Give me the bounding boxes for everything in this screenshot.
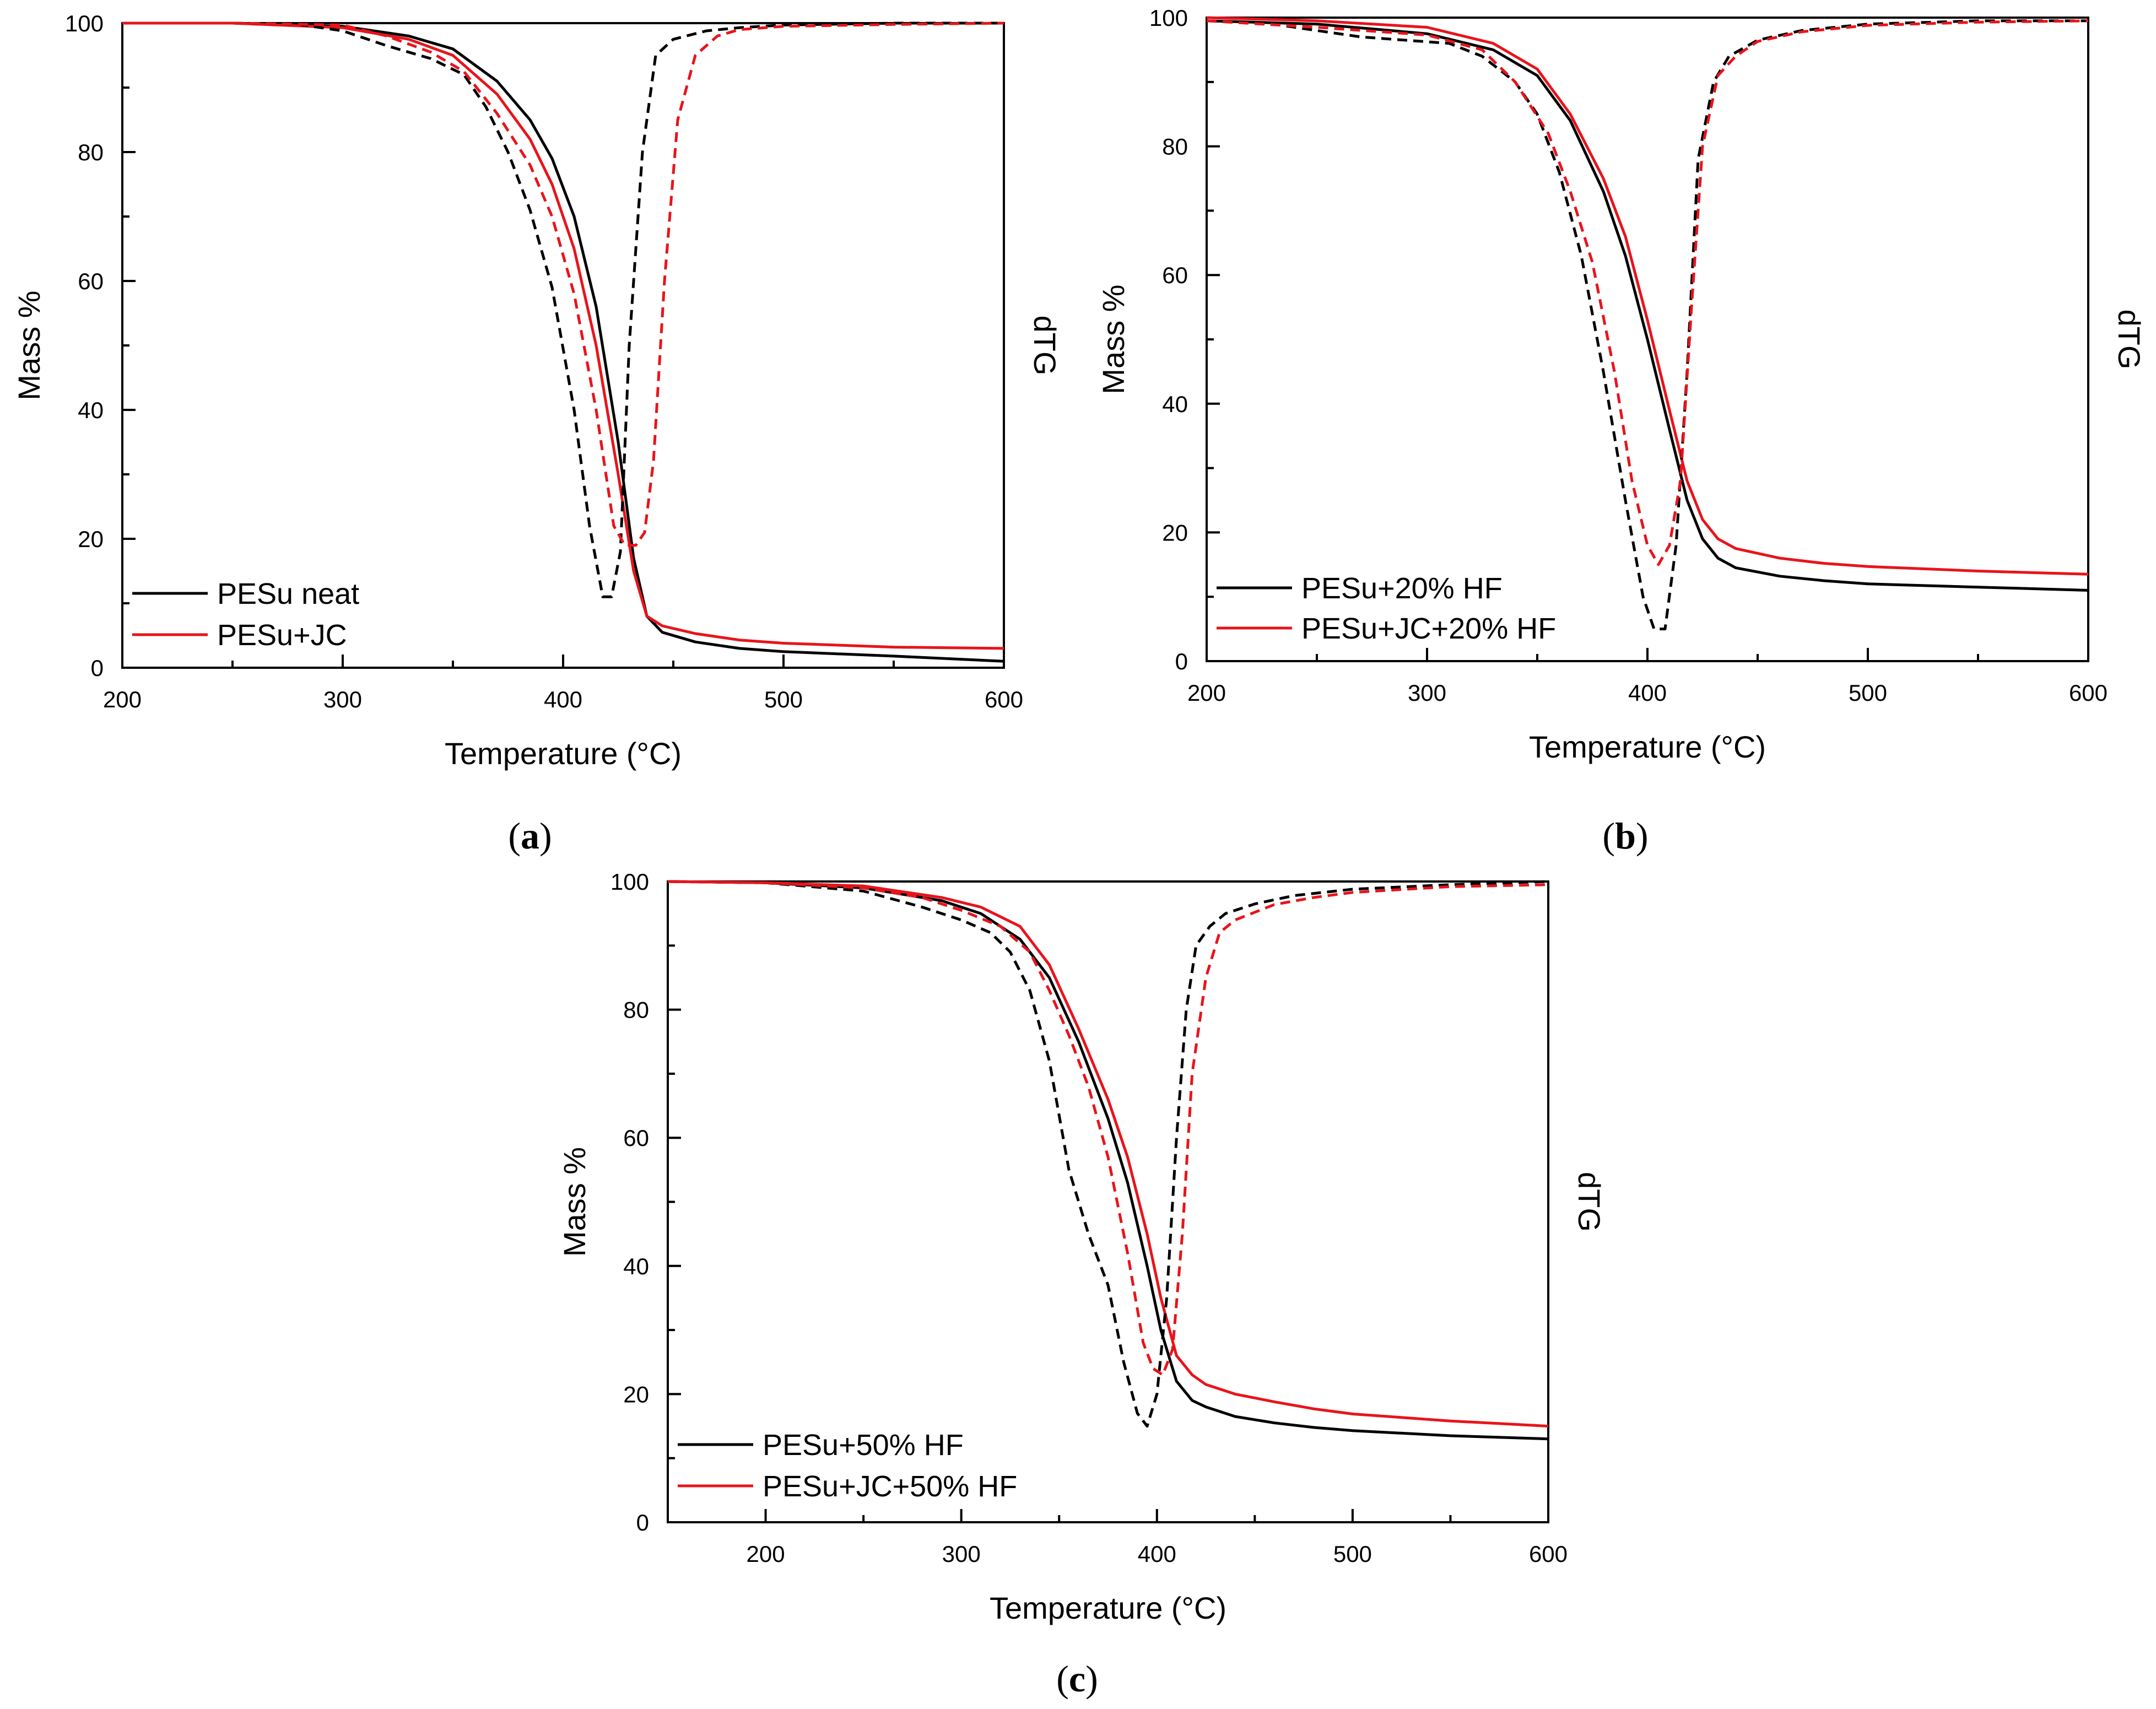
y-tick-label: 0	[1175, 648, 1188, 674]
y-tick-label: 60	[1162, 262, 1188, 288]
panel-label: (c)	[1056, 1658, 1098, 1700]
y-axis-title: Mass %	[12, 290, 46, 400]
panel-label-close-paren: )	[539, 815, 552, 857]
y-tick-label: 100	[65, 10, 104, 36]
y-tick-label: 40	[623, 1253, 649, 1279]
dtg-series-line-red	[122, 21, 1004, 547]
x-tick-label: 600	[2069, 680, 2108, 706]
x-tick-label: 500	[1333, 1541, 1372, 1567]
x-tick-label: 300	[323, 686, 362, 712]
legend: PESu neat PESu+JC	[132, 577, 359, 652]
panel-label-open-paren: (	[1602, 815, 1615, 857]
x-tick-label: 600	[1529, 1541, 1568, 1567]
x-tick-label: 200	[747, 1541, 785, 1567]
legend-label: PESu+JC	[217, 619, 347, 652]
y-tick-label: 20	[1162, 520, 1188, 545]
panel-label-letter: a	[521, 815, 539, 857]
plot-frame	[667, 880, 1549, 1523]
x-tick-label: 400	[1628, 680, 1667, 706]
y-tick-label: 0	[91, 655, 104, 681]
x-tick-label: 300	[942, 1541, 981, 1567]
chart-panel-a: 200 300 400 500 600 0 20 40 60 80 100 Temperature (…	[12, 10, 1062, 857]
x-axis-title: Temperature (°C)	[990, 1591, 1226, 1625]
x-tick-label: 500	[1849, 680, 1887, 706]
y-tick-label: 80	[623, 997, 649, 1023]
y-tick-label: 80	[1162, 134, 1188, 160]
x-axis-title: Temperature (°C)	[445, 736, 682, 771]
panel-label-close-paren: )	[1085, 1658, 1098, 1700]
y-tick-label: 60	[623, 1125, 649, 1151]
y-tick-label: 40	[1162, 391, 1188, 417]
panel-label-open-paren: (	[508, 815, 521, 857]
legend: PESu+50% HF PESu+JC+50% HF	[678, 1429, 1017, 1503]
x-tick-label: 400	[544, 686, 582, 712]
mass-series-line-red	[1207, 16, 2088, 576]
x-tick-label: 300	[1408, 680, 1446, 706]
chart-panel-c: 200 300 400 500 600 0 20 40 60 80 100 Temperature (…	[557, 869, 1607, 1700]
panel-label-close-paren: )	[1636, 815, 1649, 857]
legend-label: PESu+JC+20% HF	[1301, 612, 1556, 645]
x-axis-title: Temperature (°C)	[1529, 729, 1766, 764]
dtg-series-line-black	[122, 21, 1004, 598]
panel-label-letter: c	[1069, 1658, 1085, 1700]
x-tick-label: 400	[1138, 1541, 1176, 1567]
legend-label: PESu+50% HF	[763, 1429, 964, 1462]
y2-axis-title: dTG	[2112, 310, 2147, 370]
panel-label-open-paren: (	[1056, 1658, 1069, 1700]
x-tick-label: 200	[103, 686, 142, 712]
y-tick-label: 20	[78, 526, 104, 552]
dtg-series-line-red	[668, 880, 1548, 1376]
y-tick-label: 100	[1149, 5, 1188, 31]
legend: PESu+20% HF PESu+JC+20% HF	[1217, 572, 1556, 645]
x-tick-label: 600	[985, 686, 1023, 712]
mass-series-line-black	[668, 880, 1548, 1441]
legend-label: PESu neat	[217, 577, 359, 610]
legend-label: PESu+JC+50% HF	[763, 1470, 1017, 1503]
y2-axis-title: dTG	[1028, 316, 1062, 376]
y-axis-title: Mass %	[1096, 284, 1131, 394]
panel-label: (a)	[508, 815, 552, 857]
x-tick-label: 200	[1187, 680, 1226, 706]
y-tick-label: 80	[78, 139, 104, 165]
mass-series-line-red	[668, 880, 1548, 1428]
y-axis-title: Mass %	[557, 1147, 592, 1257]
mass-series-line-black	[1207, 19, 2088, 592]
y-tick-label: 20	[623, 1381, 649, 1407]
legend-label: PESu+20% HF	[1301, 572, 1503, 605]
y-tick-label: 60	[78, 268, 104, 294]
y-tick-label: 0	[636, 1510, 649, 1535]
mass-series-line-black	[122, 21, 1004, 663]
dtg-series-line-black	[1207, 19, 2088, 631]
y-tick-label: 100	[610, 869, 649, 895]
y2-axis-title: dTG	[1572, 1172, 1607, 1232]
x-tick-label: 500	[764, 686, 803, 712]
dtg-series-line-red	[1207, 19, 2088, 566]
dtg-series-line-black	[668, 880, 1548, 1428]
panel-label-letter: b	[1615, 815, 1636, 857]
mass-series-line-red	[122, 21, 1004, 650]
panel-label: (b)	[1602, 815, 1648, 857]
y-tick-label: 40	[78, 397, 104, 423]
chart-panel-b: 200 300 400 500 600 0 20 40 60 80 100 Temperature (…	[1096, 5, 2147, 857]
